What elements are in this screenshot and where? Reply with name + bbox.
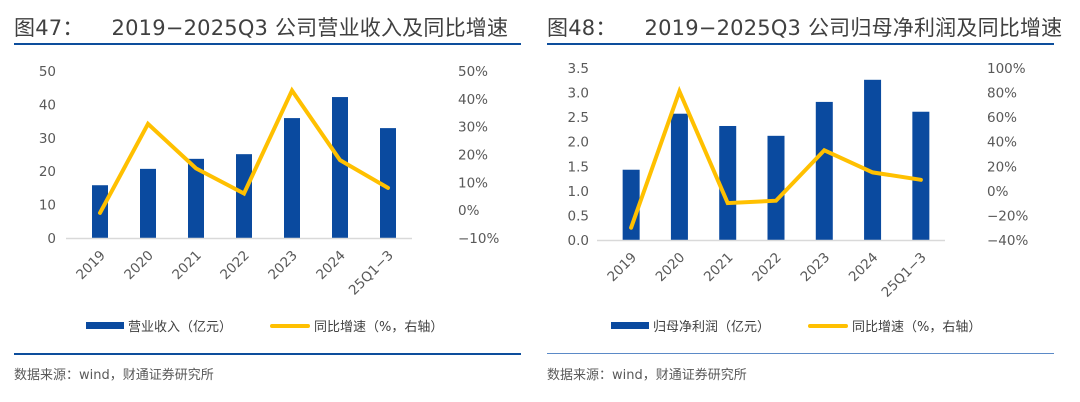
category-label: 2021 bbox=[169, 248, 205, 284]
right-axis-tick-label: 0% bbox=[987, 184, 1009, 200]
right-axis-tick-label: 20% bbox=[458, 148, 488, 164]
category-label: 2019 bbox=[73, 248, 109, 284]
right-axis-tick-label: 60% bbox=[987, 110, 1017, 126]
category-label: 25Q1−3 bbox=[879, 250, 930, 301]
left-axis-tick-label: 2.5 bbox=[568, 110, 589, 126]
category-label: 2020 bbox=[121, 248, 157, 284]
left-axis-tick-label: 3.0 bbox=[568, 86, 589, 102]
revenue-chart: 0 10 20 30 40 50 −10% 0% 10% 20% 30% 40% 50% 2019 2020… bbox=[39, 64, 500, 299]
bar bbox=[815, 101, 833, 240]
right-axis-tick-label: −40% bbox=[987, 233, 1028, 249]
right-axis-tick-label: 30% bbox=[458, 120, 488, 136]
category-label: 2022 bbox=[217, 248, 253, 284]
legend-swatch-line bbox=[808, 323, 849, 328]
bar bbox=[864, 79, 882, 240]
figure-48-title: 图48： 2019−2025Q3 公司归母净利润及同比增速 bbox=[547, 12, 1062, 42]
right-axis-tick-label: −20% bbox=[987, 208, 1028, 224]
category-label: 2024 bbox=[313, 248, 349, 284]
left-axis-tick-label: 0.0 bbox=[568, 233, 589, 249]
footer-divider bbox=[14, 353, 521, 355]
category-label: 2023 bbox=[798, 250, 834, 286]
figure-48-title-text: 2019−2025Q3 公司归母净利润及同比增速 bbox=[644, 16, 1063, 40]
net-profit-chart-legend: 归母净利润（亿元） 同比增速（%，右轴） bbox=[611, 316, 981, 335]
legend-item-growth: 同比增速（%，右轴） bbox=[270, 316, 443, 335]
legend-label-net-profit: 归母净利润（亿元） bbox=[653, 320, 771, 335]
bar bbox=[188, 158, 204, 238]
right-axis-tick-label: 40% bbox=[987, 135, 1017, 151]
right-axis-tick-label: 10% bbox=[458, 175, 488, 191]
left-axis-tick-label: 3.5 bbox=[568, 61, 589, 77]
legend-item-net-profit: 归母净利润（亿元） bbox=[611, 316, 770, 335]
category-label: 2020 bbox=[653, 250, 689, 286]
legend-item-revenue: 营业收入（亿元） bbox=[86, 316, 232, 335]
revenue-chart-legend: 营业收入（亿元） 同比增速（%，右轴） bbox=[86, 316, 443, 335]
right-axis-tick-label: 50% bbox=[458, 64, 488, 80]
right-axis-tick-label: 40% bbox=[458, 92, 488, 108]
left-axis-tick-label: 40 bbox=[39, 97, 56, 113]
source-note: 数据来源：wind，财通证券研究所 bbox=[14, 368, 214, 383]
left-axis-tick-label: 10 bbox=[39, 198, 56, 214]
bar bbox=[622, 169, 640, 240]
bar bbox=[670, 113, 688, 240]
bar bbox=[140, 168, 156, 238]
bar bbox=[236, 154, 252, 238]
right-axis-tick-label: 20% bbox=[987, 159, 1017, 175]
figure-47-title: 图47： 2019−2025Q3 公司营业收入及同比增速 bbox=[14, 12, 508, 42]
figure-48-panel: 图48： 2019−2025Q3 公司归母净利润及同比增速 0.0 0.5 1.0 1.… bbox=[547, 0, 1062, 402]
right-axis-tick-label: 80% bbox=[987, 86, 1017, 102]
footer-divider bbox=[547, 353, 1054, 354]
category-label: 25Q1−3 bbox=[346, 248, 397, 299]
category-label: 2024 bbox=[846, 250, 882, 286]
left-axis-tick-label: 0.5 bbox=[568, 208, 589, 224]
legend-swatch-bar bbox=[86, 322, 124, 329]
left-axis-tick-label: 0 bbox=[47, 231, 56, 247]
bar bbox=[912, 111, 930, 240]
category-label: 2023 bbox=[265, 248, 301, 284]
left-axis-tick-label: 2.0 bbox=[568, 135, 589, 151]
left-axis-tick-label: 1.0 bbox=[568, 184, 589, 200]
bar bbox=[380, 128, 396, 238]
figure-48-number: 图48： bbox=[547, 16, 617, 40]
title-divider bbox=[14, 43, 521, 45]
figure-47-panel: 图47： 2019−2025Q3 公司营业收入及同比增速 0 10 20 30 40 50 −… bbox=[14, 0, 524, 402]
bar bbox=[332, 97, 348, 238]
left-axis-tick-label: 1.5 bbox=[568, 159, 589, 175]
figure-47-number: 图47： bbox=[14, 16, 84, 40]
title-divider bbox=[547, 43, 1054, 45]
legend-swatch-line bbox=[270, 323, 311, 328]
left-axis-tick-label: 50 bbox=[39, 64, 56, 80]
legend-label-revenue: 营业收入（亿元） bbox=[128, 320, 233, 335]
bar bbox=[767, 135, 785, 240]
net-profit-chart: 0.0 0.5 1.0 1.5 2.0 2.5 3.0 3.5 −40% −20% 0% 20% 40%… bbox=[568, 61, 1029, 301]
legend-swatch-bar bbox=[611, 322, 649, 329]
bar bbox=[719, 125, 737, 240]
figure-47-title-text: 2019−2025Q3 公司营业收入及同比增速 bbox=[111, 16, 509, 40]
category-label: 2019 bbox=[604, 250, 640, 286]
right-axis-tick-label: −10% bbox=[458, 231, 499, 247]
category-label: 2021 bbox=[701, 250, 737, 286]
legend-label-growth: 同比增速（%，右轴） bbox=[852, 320, 982, 335]
left-axis-tick-label: 20 bbox=[39, 164, 56, 180]
left-axis-tick-label: 30 bbox=[39, 131, 56, 147]
bar bbox=[284, 118, 300, 238]
source-note: 数据来源：wind，财通证券研究所 bbox=[547, 368, 747, 383]
category-label: 2022 bbox=[749, 250, 785, 286]
right-axis-tick-label: 100% bbox=[987, 61, 1026, 77]
legend-label-growth: 同比增速（%，右轴） bbox=[314, 320, 444, 335]
legend-item-growth: 同比增速（%，右轴） bbox=[808, 316, 981, 335]
right-axis-tick-label: 0% bbox=[458, 203, 480, 219]
